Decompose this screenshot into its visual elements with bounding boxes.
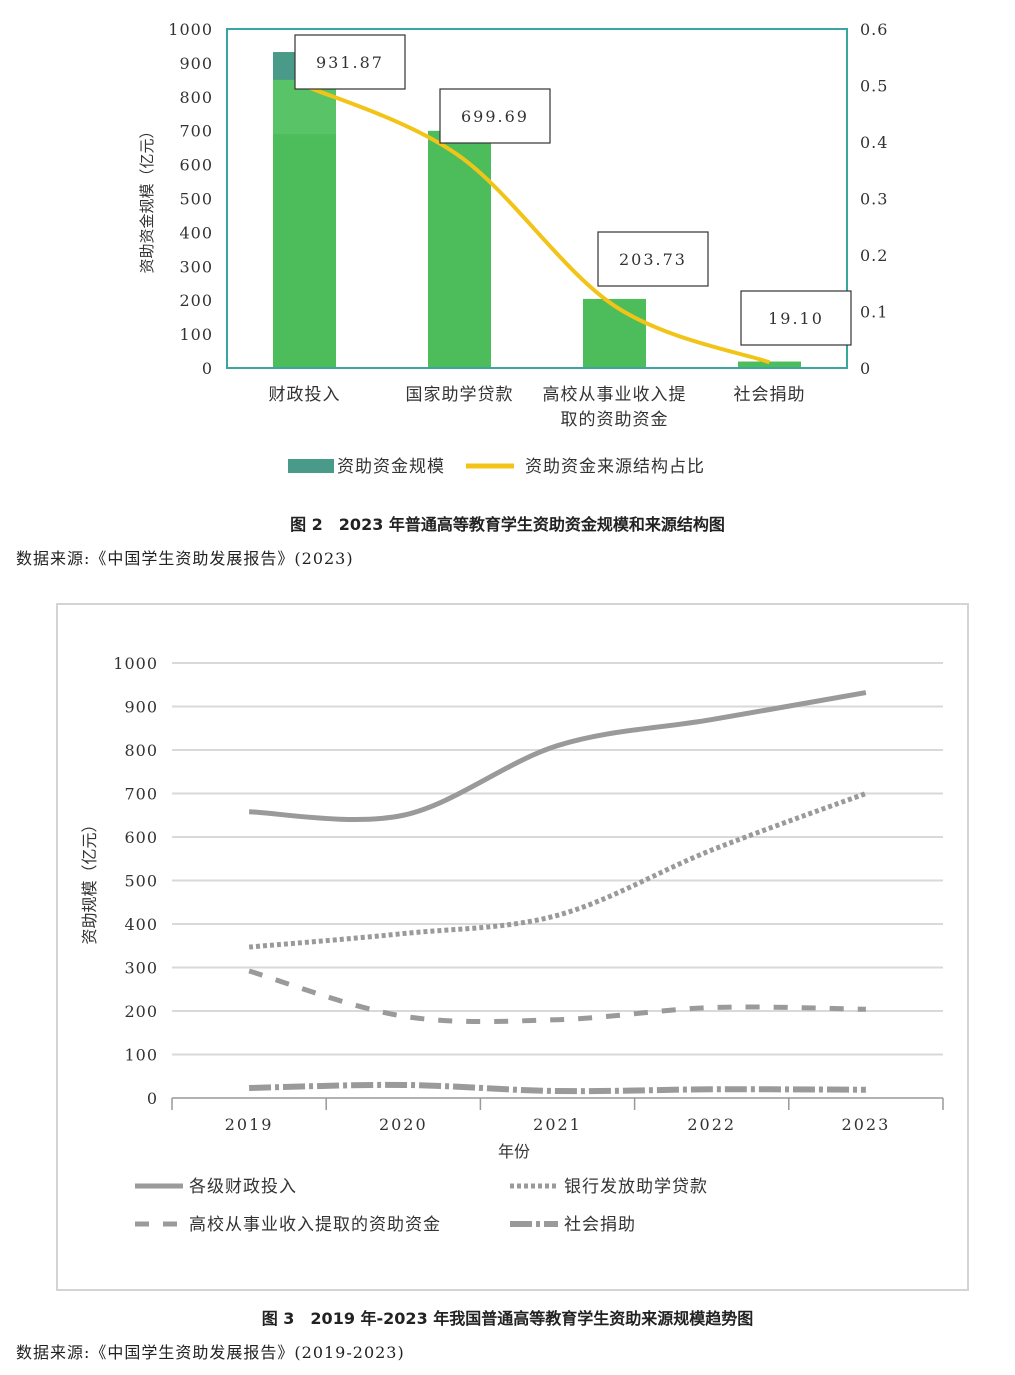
x-tick-label: 取的资助资金 — [561, 410, 669, 430]
series-line — [249, 690, 867, 822]
chart-frame — [56, 603, 969, 1291]
x-tick-label: 2023 — [842, 1115, 891, 1134]
x-tick-label: 高校从事业收入提 — [543, 385, 687, 405]
data-label-text: 699.69 — [461, 107, 529, 126]
y-tick-label: 700 — [179, 122, 213, 141]
data-label-box — [740, 290, 852, 346]
bar — [583, 298, 646, 368]
figure-3-source: 数据来源:《中国学生资助发展报告》(2019-2023) — [16, 1343, 405, 1362]
legend-swatch-bar — [288, 459, 334, 473]
series-line — [248, 791, 867, 950]
x-tick-label: 2019 — [225, 1115, 274, 1134]
x-tick-label: 财政投入 — [269, 385, 341, 405]
y-tick-label: 200 — [124, 1002, 158, 1021]
y-tick-label: 300 — [124, 959, 158, 978]
data-label-box — [597, 231, 709, 287]
y-tick-label: 500 — [179, 190, 213, 209]
y2-tick-label: 0.3 — [860, 190, 888, 209]
y-tick-label: 800 — [179, 88, 213, 107]
legend-label: 社会捐助 — [564, 1215, 636, 1235]
bar — [738, 361, 801, 368]
figure-2-caption: 图 2 2023 年普通高等教育学生资助资金规模和来源结构图 — [290, 515, 725, 534]
y-tick-label: 100 — [179, 325, 213, 344]
legend-label: 资助资金来源结构占比 — [525, 457, 705, 477]
y-tick-label: 500 — [124, 872, 158, 891]
y-tick-label: 900 — [179, 54, 213, 73]
data-label-text: 19.10 — [768, 309, 824, 328]
y2-tick-label: 0.6 — [860, 20, 888, 39]
legend-label: 各级财政投入 — [189, 1177, 297, 1197]
funding-source-bar-chart: 0 100 200 300 400 500 600 700 800 900 1000 0 0.1 0.2 0… — [138, 20, 888, 477]
y-tick-label: 800 — [124, 741, 158, 760]
y2-tick-label: 0.2 — [860, 246, 888, 265]
y-axis-label: 资助规模（亿元） — [80, 816, 99, 944]
data-label: 19.10 — [740, 290, 852, 346]
y-tick-label: 1000 — [113, 654, 158, 673]
y-tick-label: 700 — [124, 785, 158, 804]
y-tick-label: 200 — [179, 291, 213, 310]
y2-tick-label: 0.1 — [860, 303, 888, 322]
y2-tick-label: 0 — [860, 359, 871, 378]
data-label-box — [294, 34, 406, 90]
y-axis-label: 资助资金规模（亿元） — [138, 123, 156, 273]
legend-label: 高校从事业收入提取的资助资金 — [189, 1215, 441, 1235]
series-line — [249, 1081, 866, 1095]
data-label-text: 203.73 — [619, 250, 687, 269]
y2-tick-label: 0.5 — [860, 77, 888, 96]
x-tick-label: 2022 — [687, 1115, 736, 1134]
legend-label: 资助资金规模 — [337, 457, 445, 477]
x-axis-label: 年份 — [498, 1142, 530, 1161]
funding-trend-line-chart: 0 100 200 300 400 500 600 700 800 900 1000 2019 2020… — [56, 603, 969, 1291]
series-line — [248, 968, 866, 1025]
y-tick-label: 0 — [147, 1089, 158, 1108]
y-tick-label: 400 — [124, 915, 158, 934]
data-label: 203.73 — [597, 231, 709, 287]
bar — [428, 130, 491, 368]
data-label-text: 931.87 — [316, 53, 384, 72]
y-tick-label: 900 — [124, 698, 158, 717]
data-label: 931.87 — [294, 34, 406, 90]
y-tick-label: 400 — [179, 223, 213, 242]
y2-tick-label: 0.4 — [860, 133, 888, 152]
y-tick-label: 300 — [179, 257, 213, 276]
data-label: 699.69 — [439, 88, 551, 144]
x-tick-label: 2021 — [533, 1115, 582, 1134]
legend-label: 银行发放助学贷款 — [564, 1177, 708, 1197]
y-tick-label: 1000 — [168, 20, 213, 39]
x-tick-label: 国家助学贷款 — [406, 385, 514, 405]
figure-3-caption: 图 3 2019 年-2023 年我国普通高等教育学生资助来源规模趋势图 — [261, 1309, 754, 1328]
x-tick-label: 社会捐助 — [734, 385, 806, 405]
y-tick-label: 100 — [124, 1046, 158, 1065]
y-tick-label: 600 — [179, 156, 213, 175]
data-label-box — [439, 88, 551, 144]
x-tick-label: 2020 — [379, 1115, 428, 1134]
y-tick-label: 0 — [202, 359, 213, 378]
share-line — [303, 83, 771, 365]
y-tick-label: 600 — [124, 828, 158, 847]
figure-2-source: 数据来源:《中国学生资助发展报告》(2023) — [16, 549, 354, 568]
